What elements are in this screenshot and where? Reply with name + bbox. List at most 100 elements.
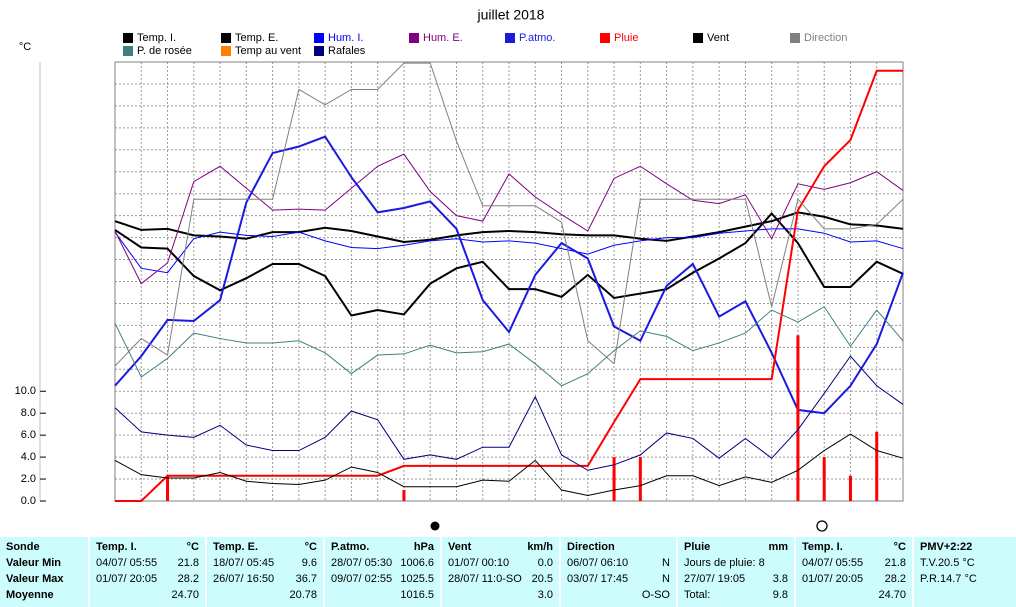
legend-label: P. de rosée: [137, 45, 192, 57]
rain-bar: [822, 457, 826, 501]
cell-value: 24.70: [171, 589, 199, 601]
cell-value: O-SO: [641, 589, 670, 601]
cell-value: 24.70: [878, 589, 906, 601]
rain-bar: [796, 335, 800, 501]
cell-label: Valeur Max: [6, 573, 64, 585]
cell-label: Sonde: [6, 541, 40, 553]
cell-value: mm: [768, 541, 788, 553]
cell-label: 28/07/ 11:0-SO: [448, 573, 522, 585]
new-moon-icon: [816, 520, 828, 532]
legend-label: Vent: [707, 32, 729, 44]
table-panel: Temp. I. °C 04/07/ 05:55 21.8 01/07/ 20:05 28…: [90, 537, 205, 607]
cell-value: 9.8: [772, 589, 788, 601]
cell-value: N: [662, 557, 670, 569]
legend-label: Hum. I.: [328, 32, 363, 44]
cell-value: 28.2: [177, 573, 199, 585]
rain-bar: [612, 457, 616, 501]
cell-value: 20.78: [289, 589, 317, 601]
cell-value: 21.8: [177, 557, 199, 569]
cell-value: 1025.5: [400, 573, 434, 585]
y-tick-label: 6.0: [21, 429, 36, 441]
cell-value: 0.0: [537, 557, 553, 569]
legend-label: Temp. I.: [137, 32, 176, 44]
rain-bar: [638, 457, 642, 501]
rain-bar: [166, 475, 170, 501]
y-tick-label: 2.0: [21, 473, 36, 485]
cell-value: 28.2: [884, 573, 906, 585]
cell-value: 36.7: [295, 573, 317, 585]
cell-value: 3.0: [537, 589, 553, 601]
cell-label: 04/07/ 05:55: [96, 557, 158, 569]
cell-label: Pluie: [684, 541, 711, 553]
cell-label: 04/07/ 05:55: [802, 557, 864, 569]
chart: juillet 2018 °C 0.0 2.0 4.0 6.0 8.0 10.0 Temp.…: [15, 7, 904, 532]
series-line: [115, 69, 903, 502]
cell-label: 09/07/ 02:55: [331, 573, 393, 585]
cell-label: 06/07/ 06:10: [567, 557, 629, 569]
cell-value: 3.8: [772, 573, 788, 585]
series-line: [114, 135, 904, 415]
legend-label: Temp au vent: [235, 45, 301, 57]
rain-bar: [848, 475, 852, 501]
legend-swatch: [123, 33, 133, 43]
cell-value: 20.5: [531, 573, 553, 585]
cell-value: hPa: [413, 541, 434, 553]
cell-label: Temp. I.: [802, 541, 843, 553]
table-panel: P.atmo. hPa 28/07/ 05:30 1006.6 09/07/ 02:55…: [325, 537, 440, 607]
cell-label: 18/07/ 05:45: [213, 557, 275, 569]
legend-swatch: [790, 33, 800, 43]
cell-label: Jours de pluie: 8: [684, 557, 765, 569]
plot-frame: [114, 61, 904, 502]
legend-swatch: [314, 33, 324, 43]
cell-label: P.R.14.7 °C: [920, 573, 977, 585]
cell-label: Temp. I.: [96, 541, 137, 553]
series-line: [114, 433, 904, 497]
cell-value: 1006.6: [400, 557, 434, 569]
rain-bar: [402, 490, 406, 501]
y-axis-label: °C: [19, 41, 31, 53]
legend-swatch: [693, 33, 703, 43]
y-tick-label: 0.0: [21, 495, 36, 507]
cell-value: °C: [304, 541, 317, 553]
series-line: [114, 153, 904, 285]
rain-bar: [875, 431, 879, 501]
cell-label: 01/07/ 20:05: [802, 573, 864, 585]
legend-label: Temp. E.: [235, 32, 278, 44]
y-tick-label: 4.0: [21, 451, 36, 463]
cell-label: 27/07/ 19:05: [684, 573, 746, 585]
series-line: [114, 228, 904, 274]
legend-label: P.atmo.: [519, 32, 556, 44]
cell-value: °C: [186, 541, 199, 553]
legend-swatch: [314, 46, 324, 56]
cell-value: 9.6: [301, 557, 317, 569]
stats-table: Sonde Valeur Min Valeur Max Moyenne Temp. I.…: [0, 537, 1016, 607]
cell-label: Moyenne: [6, 589, 54, 601]
cell-label: Direction: [567, 541, 615, 553]
cell-value: N: [662, 573, 670, 585]
legend-swatch: [221, 33, 231, 43]
cell-label: Vent: [448, 541, 472, 553]
cell-label: 01/07/ 00:10: [448, 557, 510, 569]
table-panel: Temp. E. °C 18/07/ 05:45 9.6 26/07/ 16:50 36.…: [207, 537, 323, 607]
series-line: [114, 62, 904, 367]
cell-label: Total:: [684, 589, 711, 601]
table-panel: Sonde Valeur Min Valeur Max Moyenne: [0, 537, 88, 607]
y-tick-label: 10.0: [15, 385, 36, 397]
full-moon-icon: [430, 521, 440, 531]
cell-value: km/h: [527, 541, 553, 553]
series-line: [114, 211, 904, 243]
y-tick-label: 8.0: [21, 407, 36, 419]
legend-swatch: [123, 46, 133, 56]
cell-label: 01/07/ 20:05: [96, 573, 158, 585]
legend-swatch: [505, 33, 515, 43]
cell-label: 26/07/ 16:50: [213, 573, 275, 585]
cell-label: 03/07/ 17:45: [567, 573, 629, 585]
cell-value: °C: [893, 541, 906, 553]
table-panel: Direction 06/07/ 06:10 N 03/07/ 17:45 N O-SO: [561, 537, 676, 607]
series-line: [114, 306, 904, 387]
cell-label: T.V.20.5 °C: [920, 557, 975, 569]
legend-label: Direction: [804, 32, 847, 44]
cell-label: P.atmo.: [331, 541, 370, 553]
legend-swatch: [409, 33, 419, 43]
cell-label: PMV+2:22: [920, 541, 973, 553]
